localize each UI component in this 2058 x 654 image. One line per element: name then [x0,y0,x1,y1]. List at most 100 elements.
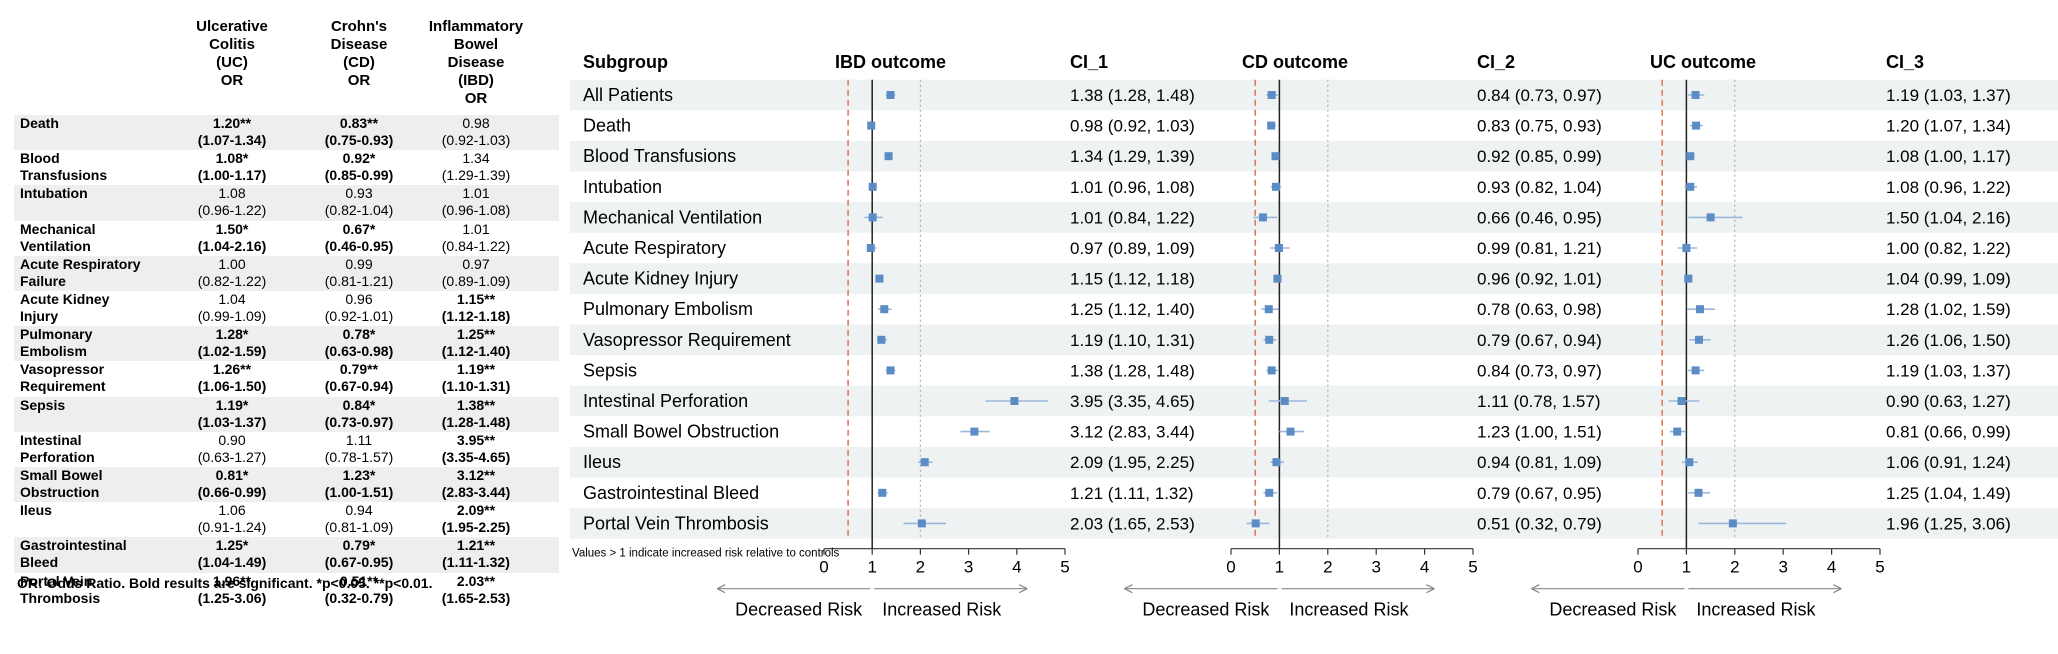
estimate-point [1272,458,1281,467]
or-value: 0.83** [339,115,379,131]
or-ci: (1.06-1.50) [197,378,267,395]
table-row: Acute Respiratory Failure 1.00 (0.82-1.22)… [14,255,559,291]
increased-risk-label: Increased Risk [1289,600,1409,620]
estimate-point [1691,366,1700,375]
estimate-point [920,458,929,467]
x-tick-label: 0 [1633,558,1642,577]
increased-risk-label: Increased Risk [882,600,1002,620]
arrow-left-head [1531,584,1540,594]
or-value: 1.19* [215,396,249,413]
row-label: Gastrointestinal Bleed [20,537,127,571]
ci-text: 0.66 (0.46, 0.95) [1477,208,1602,227]
row-label: Intubation [20,185,88,202]
or-ci: (1.07-1.34) [197,132,267,148]
or-value: 3.95** [456,431,496,448]
x-tick-label: 0 [819,558,828,577]
or-value: 1.50* [215,220,249,237]
table-row: Pulmonary Embolism 1.28* (1.02-1.59) 0.78*(… [14,326,559,362]
subgroup-label: Intestinal Perforation [583,391,748,411]
ci-text: 1.26 (1.06, 1.50) [1886,331,2011,350]
table-row: Vasopressor Requirement 1.26** (1.06-1.50)… [14,361,559,396]
or-value: 0.99 [345,255,373,272]
or-value: 1.08* [215,150,249,167]
or-value: 0.78* [342,326,376,343]
table-row: Sepsis 1.19* (1.03-1.37) 0.84* (0.73-0.97) 1.… [14,396,559,432]
ci-text: 0.94 (0.81, 1.09) [1477,453,1602,472]
decreased-risk-label: Decreased Risk [1142,600,1270,620]
ci-text: 0.84 (0.73, 0.97) [1477,86,1602,105]
or-cell: 1.19** (1.10-1.31) [416,361,536,395]
or-ci: (0.66-0.99) [197,484,267,500]
table-row: Acute Kidney Injury 1.04 (0.99-1.09) 0.96 (0… [14,291,559,326]
or-value: 0.84* [342,396,376,413]
row-label: Sepsis [20,396,66,413]
or-ci: (0.73-0.97) [324,413,394,430]
or-value: 3.12** [456,467,496,483]
estimate-point [1273,274,1282,283]
or-value: 1.19** [456,361,496,378]
x-tick-label: 4 [1012,558,1021,577]
or-value: 0.79** [339,361,379,378]
arrow-right-head [1833,584,1842,594]
or-ci: (0.78-1.57) [324,448,394,465]
or-value: 1.38** [456,396,496,413]
estimate-point [1267,121,1276,130]
decreased-risk-label: Decreased Risk [1549,600,1677,620]
ci-text: 0.99 (0.81, 1.21) [1477,239,1602,258]
or-cell: 0.51** (0.32-0.79) [299,573,419,607]
ci-text: 1.06 (0.91, 1.24) [1886,453,2011,472]
or-ci: (2.83-3.44) [441,484,511,500]
estimate-point [884,152,893,161]
or-cell: 1.23* (1.00-1.51) [299,467,419,501]
or-value: 1.01 [462,220,490,237]
panel-header: CD outcome [1242,52,1348,72]
estimate-point [866,244,875,252]
or-value: 1.34 [462,150,490,167]
arrow-right-head [1018,584,1028,594]
or-cell: 0.93 (0.82-1.04) [299,185,419,219]
or-ci: (0.85-0.99) [324,167,394,184]
or-value: 0.67* [342,220,376,237]
arrow-right-head [1426,584,1435,594]
x-tick-label: 2 [916,558,925,577]
or-value: 1.26** [212,361,252,378]
plot-note: Values > 1 indicate increased risk relat… [572,548,840,560]
row-stripe [570,202,2058,233]
estimate-point [1684,274,1693,283]
ci-text: 0.98 (0.92, 1.03) [1070,117,1195,136]
panel-header: IBD outcome [835,52,946,72]
subgroup-label: Blood Transfusions [583,146,736,166]
table-row: Intestinal Perforation 0.90 (0.63-1.27) 1.1… [14,432,559,467]
or-value: 2.03** [456,572,496,589]
x-tick-label: 5 [1060,558,1069,577]
or-ci: (1.03-1.37) [197,413,267,430]
or-cell: 2.03** (1.65-2.53) [416,573,536,607]
or-cell: 0.84* (0.73-0.97) [299,397,419,431]
or-ci: (0.75-0.93) [324,132,394,148]
or-ci: (0.63-1.27) [197,448,267,465]
ci-text: 0.79 (0.67, 0.94) [1477,331,1602,350]
table-row: Death 1.20** (1.07-1.34) 0.83** (0.75-0.93) 0… [14,115,559,151]
estimate-point [1264,305,1273,314]
or-ci: (1.65-2.53) [441,589,511,606]
subgroup-label: Ileus [583,452,621,472]
or-value: 1.25** [456,326,496,343]
estimate-point [1686,182,1695,191]
or-ci: (1.29-1.39) [441,167,511,184]
estimate-point [1728,519,1737,528]
row-label: Death [20,115,59,131]
or-value: 1.06 [218,502,246,519]
ci-text: 1.08 (1.00, 1.17) [1886,147,2011,166]
or-cell: 0.79* (0.67-0.95) [299,537,419,571]
or-cell: 3.12** (2.83-3.44) [416,467,536,501]
subgroup-label: Portal Vein Thrombosis [583,513,769,533]
row-stripe [570,324,2058,356]
row-label: Acute Respiratory Failure [20,255,141,289]
subgroup-label: All Patients [583,85,673,105]
or-cell: 0.81* (0.66-0.99) [172,467,292,501]
ci-text: 1.38 (1.28, 1.48) [1070,361,1195,380]
or-cell: 0.96 (0.92-1.01) [299,291,419,325]
ci-header: CI_2 [1477,52,1515,72]
or-value: 0.81* [215,467,249,483]
row-stripe [570,263,2058,294]
